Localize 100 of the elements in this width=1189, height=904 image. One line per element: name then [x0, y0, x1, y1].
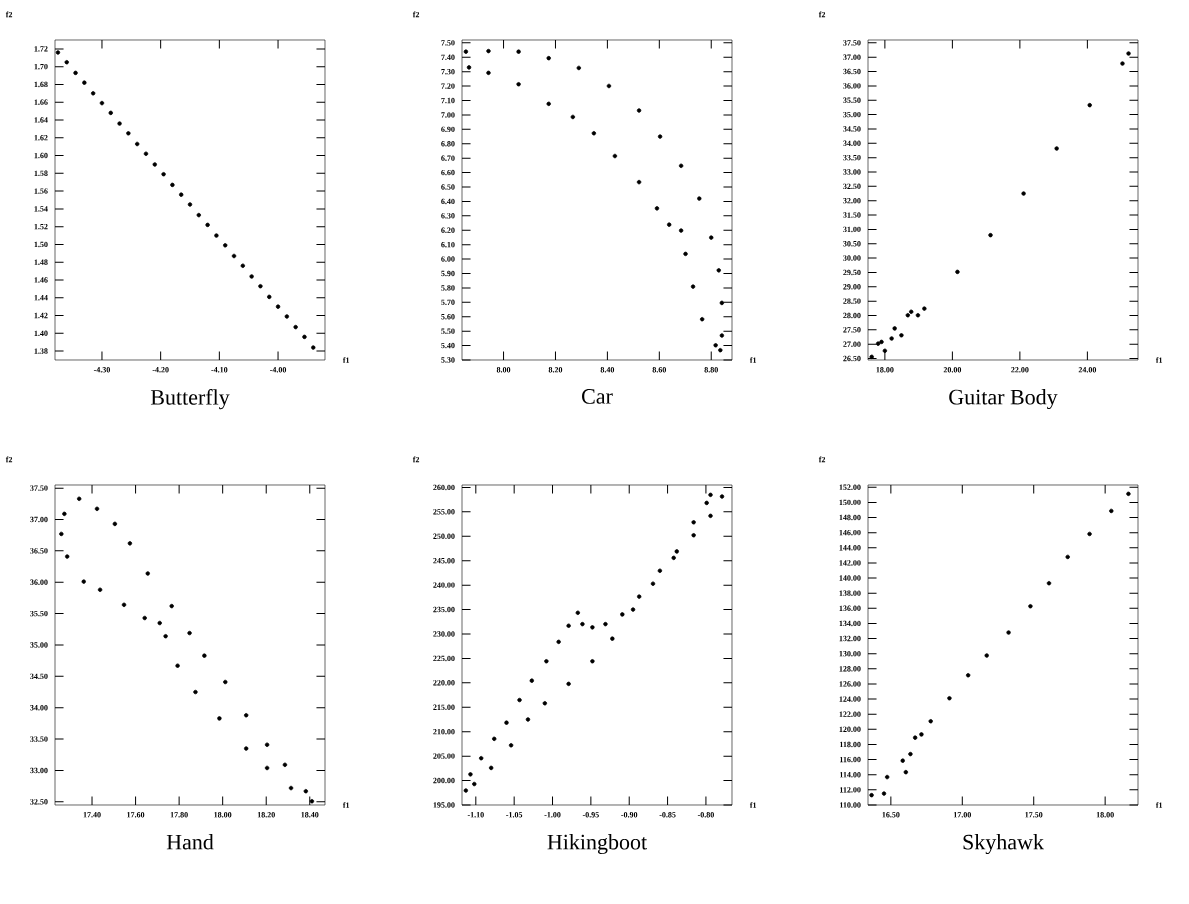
x-tick-label: 17.00 — [953, 812, 971, 818]
y-tick-label: 245.00 — [433, 557, 455, 564]
point — [636, 179, 642, 185]
point — [97, 587, 103, 592]
y-tick-label: 240.00 — [433, 582, 455, 588]
x-axis-title: f1 — [342, 802, 350, 808]
x-tick-label: 17.80 — [170, 812, 188, 818]
y-tick-label: 31.50 — [843, 212, 861, 218]
point — [881, 791, 887, 796]
y-tick-label: 116.00 — [840, 756, 861, 763]
point — [719, 494, 725, 499]
point — [264, 765, 270, 771]
y-axis-title: f2 — [5, 11, 13, 18]
x-tick-label: -4.30 — [93, 367, 110, 373]
point — [654, 206, 660, 211]
y-tick-label: 37.00 — [843, 54, 861, 60]
point — [249, 274, 254, 279]
point — [62, 511, 67, 517]
y-tick-label: 31.00 — [843, 226, 861, 233]
y-tick-label: 1.64 — [34, 117, 48, 123]
point — [900, 758, 905, 763]
point — [169, 603, 174, 609]
point — [175, 663, 180, 668]
point — [542, 701, 548, 706]
point — [466, 65, 472, 70]
y-tick-label: 34.50 — [843, 126, 861, 132]
y-tick-label: 6.20 — [441, 227, 455, 233]
point — [59, 531, 64, 537]
point — [708, 513, 713, 519]
y-tick-label: 260.00 — [433, 484, 455, 491]
y-tick-label: 142.00 — [839, 560, 861, 566]
point — [303, 788, 309, 794]
point — [517, 697, 522, 703]
point — [488, 765, 494, 771]
x-tick-label: 17.50 — [1025, 812, 1043, 818]
point — [214, 233, 219, 238]
point — [1126, 51, 1131, 56]
point — [217, 716, 222, 721]
point — [202, 653, 207, 658]
point — [666, 222, 672, 227]
x-tick-label: 8.80 — [704, 367, 718, 373]
point — [486, 70, 491, 76]
y-tick-label: 220.00 — [433, 680, 455, 686]
x-tick-label: 8.20 — [548, 367, 563, 373]
y-tick-label: 1.42 — [34, 312, 48, 319]
point — [187, 630, 192, 636]
y-tick-label: 7.00 — [441, 112, 455, 118]
y-tick-label: 36.50 — [30, 548, 48, 554]
point — [590, 625, 595, 630]
point — [708, 492, 713, 498]
point — [903, 769, 909, 775]
x-tick-label: 20.00 — [943, 367, 962, 373]
x-tick-label: 17.40 — [83, 812, 101, 818]
text: Butterfly — [150, 389, 230, 410]
text: Hand — [166, 834, 214, 850]
x-tick-label: 18.20 — [257, 812, 275, 818]
point — [869, 792, 874, 798]
y-tick-label: 250.00 — [433, 533, 455, 540]
point — [64, 60, 69, 65]
y-tick-label: 37.50 — [30, 485, 48, 491]
y-tick-label: 235.00 — [433, 606, 455, 613]
point — [293, 324, 298, 330]
point — [718, 347, 723, 353]
y-tick-label: 34.50 — [30, 673, 48, 680]
point — [117, 121, 122, 126]
point — [630, 607, 636, 612]
point — [504, 720, 509, 725]
point — [142, 615, 147, 621]
point — [606, 83, 612, 89]
x-tick-label: -0.85 — [659, 812, 676, 818]
point — [620, 612, 625, 617]
x-tick-label: 8.60 — [652, 367, 667, 373]
y-tick-label: 26.50 — [843, 355, 861, 362]
point — [478, 755, 484, 761]
y-tick-label: 7.30 — [441, 68, 455, 75]
x-axis-title: f1 — [749, 802, 757, 808]
point — [73, 70, 78, 76]
point — [699, 316, 705, 322]
point — [205, 222, 210, 228]
text: Car — [582, 389, 613, 404]
point — [121, 602, 127, 608]
y-axis-title: f2 — [818, 11, 826, 18]
y-tick-label: 32.50 — [30, 799, 48, 805]
y-tick-label: 35.50 — [843, 97, 861, 103]
point — [869, 354, 874, 360]
point — [683, 251, 688, 257]
point — [988, 232, 993, 238]
y-tick-label: 130.00 — [839, 650, 861, 657]
point — [508, 743, 514, 748]
point — [909, 309, 914, 314]
y-tick-label: 33.50 — [30, 736, 48, 742]
point — [193, 689, 198, 695]
y-tick-label: 1.66 — [34, 99, 48, 105]
point — [1054, 146, 1059, 151]
y-tick-label: 1.50 — [34, 241, 48, 248]
x-axis-title: f1 — [342, 357, 350, 363]
y-tick-label: 27.50 — [843, 327, 861, 333]
point — [612, 153, 618, 159]
x-tick-label: 24.00 — [1078, 367, 1097, 373]
y-tick-label: 28.50 — [843, 298, 861, 304]
